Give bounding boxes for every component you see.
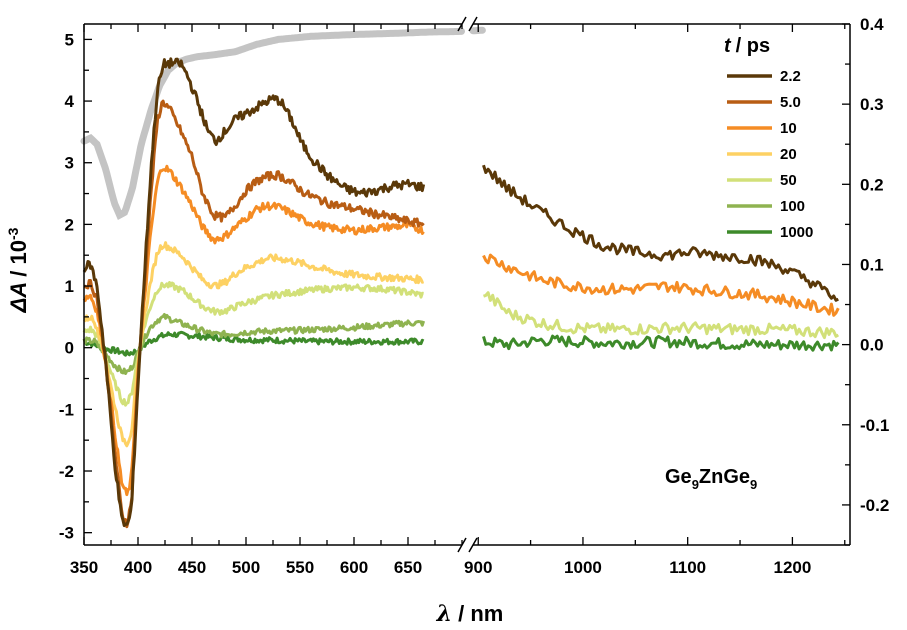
legend-label-100: 100 — [780, 198, 805, 215]
y-axis-exponent: -3 — [5, 227, 21, 240]
legend-label-2.2: 2.2 — [780, 68, 801, 85]
x-axis-unit: / nm — [458, 601, 503, 626]
y-tick-label: -3 — [59, 524, 74, 543]
y2-tick-label: 0.1 — [860, 255, 884, 274]
legend-label-10: 10 — [780, 120, 797, 137]
x-tick-label: 600 — [340, 558, 368, 577]
annotation-sub1: 9 — [692, 477, 699, 492]
annotation-base: Ge — [665, 466, 692, 488]
x-tick-label: 1000 — [564, 558, 602, 577]
y-tick-label: 3 — [65, 154, 74, 173]
y2-tick-label: 0.4 — [860, 15, 884, 34]
annotation-sub2: 9 — [750, 477, 757, 492]
y-tick-label: 5 — [65, 30, 74, 49]
plot-curves — [80, 26, 840, 529]
x-tick-label: 900 — [464, 558, 492, 577]
y-axis-symbol: ΔA — [6, 282, 31, 314]
annotation-mid: ZnGe — [699, 466, 750, 488]
y-tick-label: 1 — [65, 277, 74, 296]
y2-tick-label: 0.2 — [860, 175, 884, 194]
y-axis-title: ΔA / 10-3 — [5, 227, 31, 313]
legend-label-5.0: 5.0 — [780, 94, 801, 111]
y-tick-label: -2 — [59, 462, 74, 481]
series-1000-nir — [482, 334, 840, 352]
x-tick-label: 450 — [178, 558, 206, 577]
y2-tick-label: -0.2 — [860, 496, 889, 515]
sample-annotation: Ge9ZnGe9 — [665, 466, 757, 492]
y-tick-label: 4 — [65, 92, 75, 111]
series-1000-vis — [83, 330, 425, 357]
series-10-nir — [482, 253, 840, 317]
x-tick-label: 1200 — [773, 558, 811, 577]
y-tick-label: 0 — [65, 339, 74, 358]
x-tick-label: 500 — [232, 558, 260, 577]
legend-title-symbol: t — [724, 35, 732, 57]
legend-title-unit: / ps — [736, 35, 770, 57]
legend: t / ps 2.2 5.0 10 20 50 100 1000 — [724, 35, 813, 241]
x-tick-label: 350 — [70, 558, 98, 577]
y-tick-label: 2 — [65, 215, 74, 234]
absorbance-curve — [80, 27, 465, 220]
legend-label-50: 50 — [780, 172, 797, 189]
x-tick-label: 400 — [124, 558, 152, 577]
axis-break-mark — [468, 16, 478, 32]
x-axis-title: λ / nm — [436, 601, 504, 627]
y2-tick-label: -0.1 — [860, 416, 889, 435]
series-2.2-nir — [482, 164, 839, 302]
y2-tick-label: 0.0 — [860, 336, 884, 355]
y2-tick-label: 0.3 — [860, 95, 884, 114]
x-axis-symbol: λ — [436, 601, 452, 627]
x-tick-label: 1100 — [669, 558, 706, 577]
legend-label-20: 20 — [780, 146, 797, 163]
x-tick-label: 550 — [286, 558, 314, 577]
y-tick-label: -1 — [59, 400, 74, 419]
x-tick-label: 650 — [394, 558, 422, 577]
axis-break-mark — [468, 537, 478, 553]
legend-label-1000: 1000 — [780, 224, 813, 241]
y-axis-unit: / 10 — [6, 240, 31, 277]
tick-labels: 350 400 450 500 550 600 650 900 1000 1100 1200-3-2… — [59, 15, 889, 577]
axis-ticks — [83, 23, 850, 546]
series-50-nir — [483, 291, 840, 340]
series-2.2-vis — [82, 57, 426, 528]
legend-title: t / ps — [724, 35, 770, 57]
